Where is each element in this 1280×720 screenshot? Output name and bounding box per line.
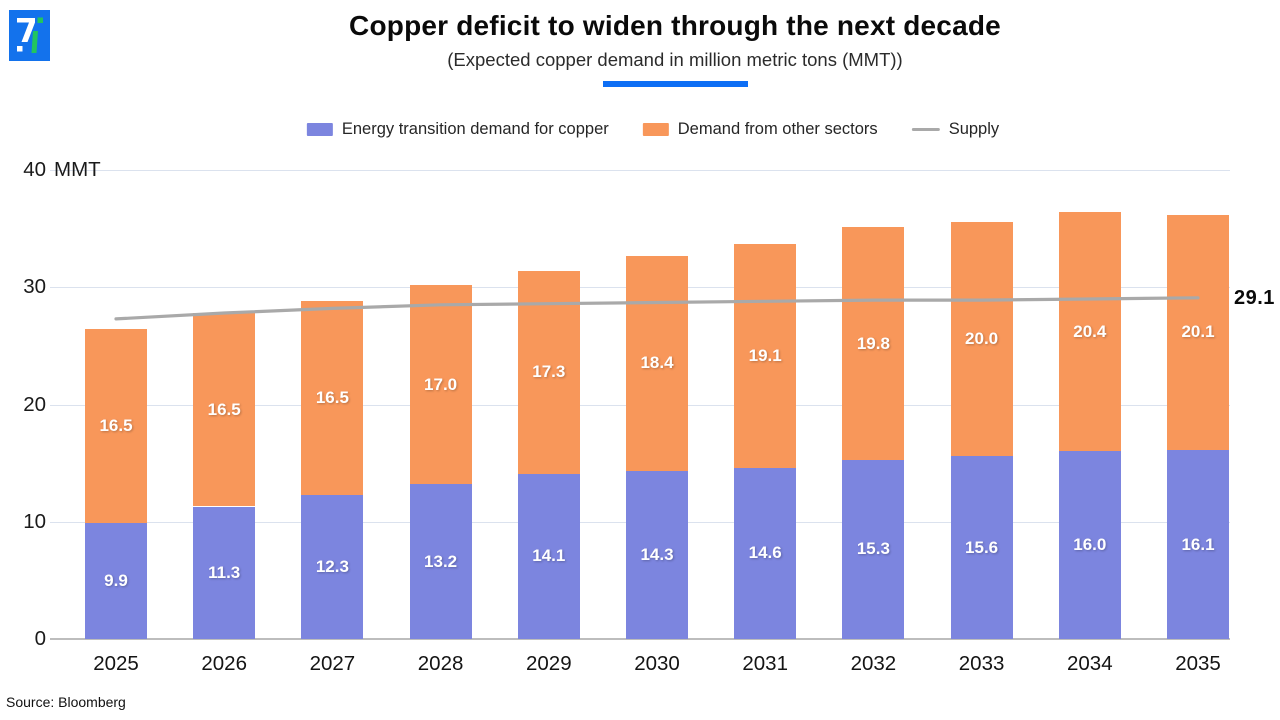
brand-logo-icon [9, 10, 50, 61]
y-tick-label-30: 30 [23, 275, 46, 299]
x-tick-label-2028: 2028 [417, 652, 464, 675]
legend-swatch-box-1 [642, 123, 669, 136]
bar-2034-segment-energy [1058, 451, 1121, 639]
legend-label-0: Energy transition demand for copper [341, 120, 609, 138]
chart-legend: Energy transition demand for copper Deman… [306, 120, 1000, 139]
bar-2029-value-energy: 14.1 [532, 546, 566, 566]
supply-end-value-label: 29.1 [1234, 286, 1275, 309]
page-title: Copper deficit to widen through the next… [349, 10, 1001, 41]
legend-item-1: Demand from other sectors [642, 120, 878, 139]
grid-line-40 [50, 170, 1230, 171]
bar-2027-value-other: 16.5 [315, 388, 349, 408]
bar-2031-segment-other [734, 243, 797, 468]
bar-2035-value-other: 20.1 [1181, 322, 1215, 342]
bar-2035-segment-energy [1167, 450, 1229, 639]
bar-2035-segment-other [1167, 214, 1229, 451]
x-tick-label-2033: 2033 [958, 652, 1005, 675]
bar-2025-value-energy: 9.9 [104, 570, 128, 590]
bar-2025-segment-energy [85, 522, 147, 639]
brand-logo [9, 10, 50, 61]
y-tick-label-40: 40 [23, 158, 46, 181]
bar-2030-segment-energy [626, 471, 688, 639]
bar-2033-value-other: 20.0 [965, 328, 999, 348]
bar-2028-value-energy: 13.2 [424, 551, 458, 571]
legend-item-2: Supply [911, 120, 1000, 139]
bar-2033-segment-energy [950, 456, 1013, 639]
bar-2026-value-other: 16.5 [207, 399, 241, 419]
bar-2032-segment-energy [842, 459, 905, 639]
legend-swatch-box-0 [306, 123, 333, 136]
bar-2030-segment-other [626, 255, 688, 472]
chart-subtitle: (Expected copper demand in million metri… [447, 49, 903, 70]
x-tick-label-2025: 2025 [93, 652, 139, 675]
source-note: Source: Bloomberg [6, 694, 126, 710]
bar-2031-value-other: 19.1 [748, 345, 782, 365]
bar-2029-segment-energy [517, 473, 580, 639]
bar-2029-value-other: 17.3 [532, 362, 566, 382]
bar-2030-value-energy: 14.3 [640, 545, 674, 565]
bar-2034-value-other: 20.4 [1073, 321, 1107, 341]
bar-2026-segment-energy [193, 506, 256, 639]
x-tick-label-2031: 2031 [742, 652, 788, 675]
bar-2025-value-other: 16.5 [99, 416, 133, 436]
bar-2033-segment-other [950, 221, 1013, 457]
bar-2026-value-energy: 11.3 [208, 562, 241, 582]
bar-2034-segment-other [1058, 212, 1121, 452]
bar-2032-value-energy: 15.3 [856, 539, 890, 559]
bar-2035-value-energy: 16.1 [1181, 534, 1215, 554]
x-tick-label-2027: 2027 [309, 652, 356, 675]
legend-item-0: Energy transition demand for copper [306, 120, 609, 139]
x-axis-line [50, 638, 1230, 640]
bar-2028-segment-energy [409, 484, 472, 639]
bar-2025-segment-other [85, 329, 147, 523]
title-underline [602, 81, 748, 87]
bar-2033-value-energy: 15.6 [965, 537, 999, 557]
bar-2027-segment-energy [301, 494, 364, 639]
x-tick-label-2035: 2035 [1175, 652, 1221, 675]
x-tick-label-2030: 2030 [634, 652, 680, 675]
header: Copper deficit to widen through the next… [70, 10, 1280, 87]
x-tick-label-2029: 2029 [525, 652, 572, 675]
x-tick-label-2034: 2034 [1066, 652, 1113, 675]
bar-2028-value-other: 17.0 [424, 374, 458, 394]
bar-2026-segment-other [193, 313, 256, 507]
y-tick-label-20: 20 [23, 392, 46, 416]
bar-2034-value-energy: 16.0 [1073, 535, 1107, 555]
y-tick-label-0: 0 [34, 627, 46, 650]
bar-2032-value-other: 19.8 [856, 333, 890, 353]
x-tick-label-2032: 2032 [850, 652, 897, 675]
bar-2027-segment-other [301, 301, 364, 495]
bar-2031-value-energy: 14.6 [748, 543, 782, 563]
y-tick-label-10: 10 [23, 509, 46, 533]
bar-2031-segment-energy [734, 467, 797, 639]
bar-2030-value-other: 18.4 [640, 353, 674, 373]
legend-label-1: Demand from other sectors [677, 120, 878, 138]
bar-2027-value-energy: 12.3 [315, 556, 349, 576]
legend-swatch-line-2 [911, 127, 940, 132]
legend-label-2: Supply [948, 120, 1000, 138]
x-tick-label-2026: 2026 [201, 652, 247, 675]
y-axis-unit-label: MMT [54, 158, 101, 181]
bar-2032-segment-other [842, 227, 905, 460]
